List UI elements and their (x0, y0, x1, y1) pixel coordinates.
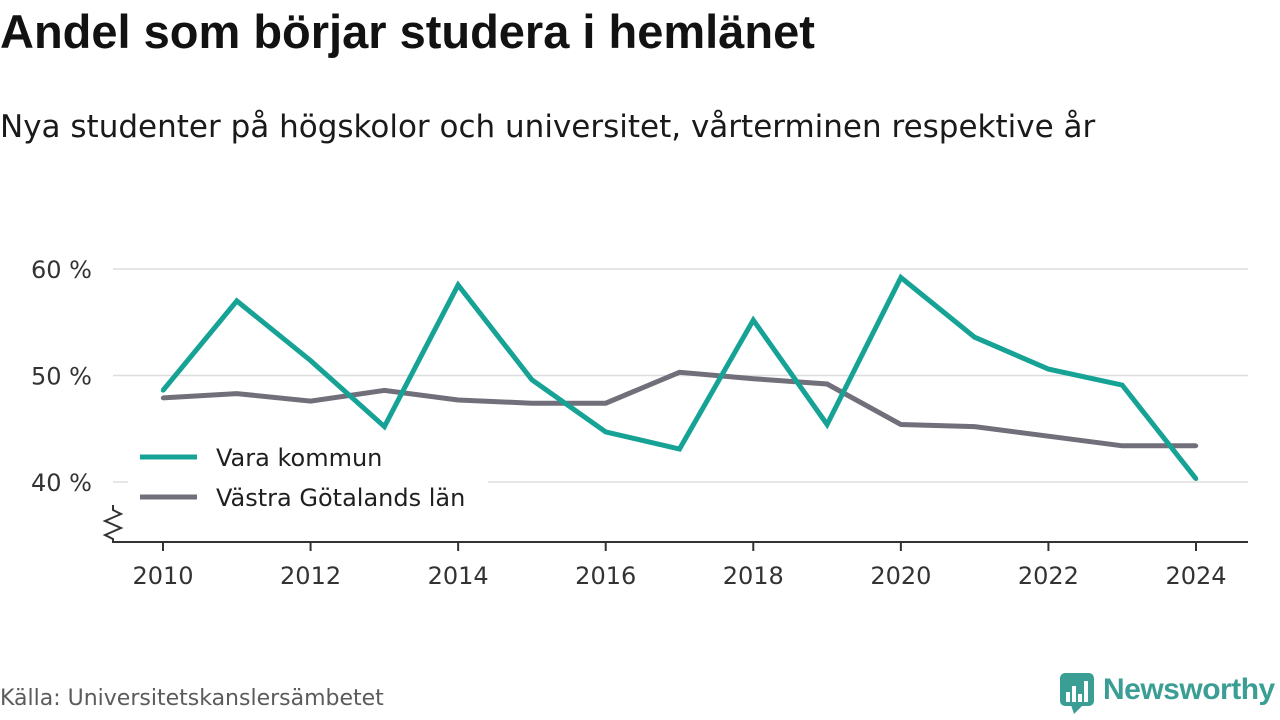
series-vastra-gotalands-lan (160, 369, 1199, 449)
data-point-vara-kommun-2014 (455, 282, 461, 288)
data-point-vara-kommun-2024 (1193, 476, 1199, 481)
x-tick-label-2010: 2010 (132, 562, 193, 590)
data-point-vastra-gotalands-lan-2015 (529, 401, 535, 406)
data-point-vara-kommun-2015 (529, 377, 535, 382)
data-point-vastra-gotalands-lan-2019 (824, 381, 830, 387)
x-axis: 2010 2012 2014 2016 2018 2020 2022 2024 (113, 541, 1248, 590)
x-tick-label-2022: 2022 (1018, 562, 1079, 590)
data-point-vara-kommun-2019 (824, 422, 830, 427)
data-point-vara-kommun-2013 (382, 424, 387, 429)
brand-name: Newsworthy (1103, 673, 1275, 706)
newsworthy-logo-icon (1060, 673, 1094, 714)
x-axis-ticks: 2010 2012 2014 2016 2018 2020 2022 2024 (132, 542, 1227, 590)
legend-item-vara-kommun: Vara kommun (140, 444, 382, 472)
chart-title: Andel som börjar studera i hemlänet (0, 5, 815, 58)
data-point-vara-kommun-2022 (1046, 366, 1051, 372)
x-tick-label-2012: 2012 (280, 562, 341, 590)
data-point-vara-kommun-2011 (234, 298, 239, 304)
y-tick-label-60: 60 % (31, 256, 92, 284)
legend-label-vara-kommun: Vara kommun (216, 444, 382, 472)
data-point-vastra-gotalands-lan-2020 (898, 422, 904, 427)
data-point-vastra-gotalands-lan-2022 (1046, 434, 1051, 439)
data-point-vastra-gotalands-lan-2011 (234, 391, 239, 396)
x-tick-label-2018: 2018 (723, 562, 784, 590)
x-tick-label-2014: 2014 (428, 562, 489, 590)
data-point-vara-kommun-2023 (1120, 382, 1125, 388)
data-point-vara-kommun-2016 (603, 429, 608, 435)
series-line-vastra-gotalands-lan (162, 369, 1196, 449)
data-point-vara-kommun-2010 (160, 388, 166, 393)
data-point-vastra-gotalands-lan-2021 (972, 424, 977, 429)
data-point-vastra-gotalands-lan-2024 (1193, 443, 1199, 448)
data-point-vastra-gotalands-lan-2016 (603, 401, 608, 406)
data-point-vastra-gotalands-lan-2017 (677, 370, 682, 375)
data-point-vara-kommun-2012 (308, 358, 313, 363)
y-axis-tick-labels: 60 % 50 % 40 % (31, 256, 92, 497)
data-point-vara-kommun-2021 (972, 335, 977, 340)
legend: Vara kommun Västra Götalands län (128, 436, 488, 516)
legend-background (128, 436, 488, 516)
series-lines (160, 273, 1199, 481)
legend-item-vastra-gotalands-lan: Västra Götalands län (140, 484, 465, 512)
series-vara-kommun (160, 273, 1199, 481)
x-tick-label-2020: 2020 (870, 562, 931, 590)
data-point-vara-kommun-2018 (751, 317, 756, 323)
y-tick-label-50: 50 % (31, 363, 92, 391)
legend-label-vastra-gotalands-lan: Västra Götalands län (216, 484, 465, 512)
line-chart: 60 % 50 % 40 % 2010 2012 2014 2016 2018 2020 202… (31, 256, 1248, 590)
data-point-vastra-gotalands-lan-2018 (751, 376, 756, 381)
x-tick-label-2016: 2016 (575, 562, 636, 590)
data-point-vastra-gotalands-lan-2013 (382, 388, 387, 393)
data-point-vara-kommun-2020 (898, 275, 904, 280)
data-point-vastra-gotalands-lan-2023 (1120, 443, 1125, 448)
y-tick-label-40: 40 % (31, 469, 92, 497)
data-point-vara-kommun-2017 (677, 446, 682, 452)
data-point-vastra-gotalands-lan-2010 (160, 395, 166, 401)
x-tick-label-2024: 2024 (1165, 562, 1226, 590)
y-axis-break-icon (102, 505, 124, 543)
source-note: Källa: Universitetskanslersämbetet (0, 686, 384, 711)
chart-subtitle: Nya studenter på högskolor och universit… (0, 109, 1096, 145)
data-point-vastra-gotalands-lan-2012 (308, 398, 313, 404)
data-point-vastra-gotalands-lan-2014 (455, 397, 461, 403)
